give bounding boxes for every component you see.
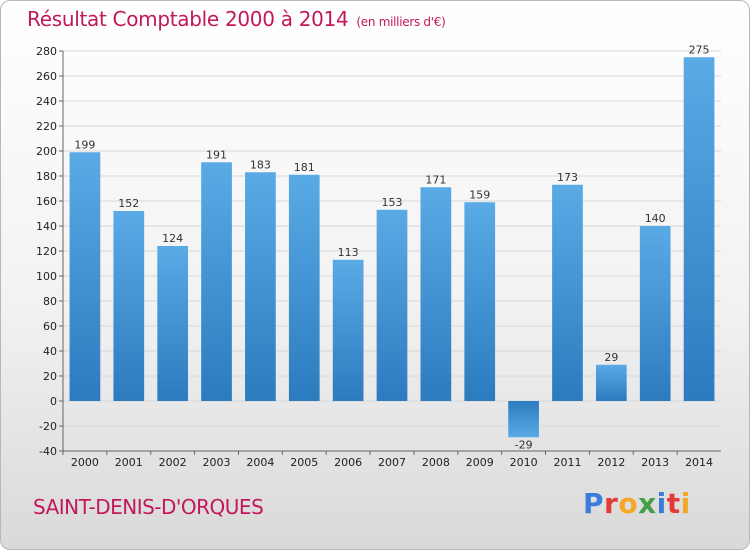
bar [376,209,408,401]
y-tick-label: 140 [36,220,57,233]
x-tick-label: 2004 [246,456,274,469]
y-tick-label: 80 [43,295,57,308]
logo-letter: i [656,487,667,520]
logo-letter: r [604,487,619,520]
value-label: 113 [338,246,359,259]
chart-title-text: Résultat Comptable 2000 à 2014 [27,7,349,31]
logo-letter: o [618,487,639,520]
bar [683,57,715,401]
x-tick-label: 2008 [422,456,450,469]
logo-letter: i [680,487,691,520]
value-label: 140 [645,212,666,225]
bar [508,401,539,438]
y-tick-label: 200 [36,145,57,158]
value-label: 191 [206,148,227,161]
value-labels: 199 152 124 191 183 181 113 153 171 159 -29 173 29 14… [74,43,709,451]
commune-name: SAINT-DENIS-D'ORQUES [33,495,264,519]
x-tick-label: 2000 [71,456,99,469]
chart-title: Résultat Comptable 2000 à 2014 (en millie… [27,7,446,31]
value-label: 183 [250,158,271,171]
bar [245,172,276,401]
bar [332,259,364,401]
x-tick-label: 2001 [115,456,143,469]
y-tick-label: 240 [36,95,57,108]
proxiti-logo[interactable]: Proxiti [583,487,691,520]
logo-letter: x [638,487,657,520]
y-tick-label: 220 [36,120,57,133]
x-tick-label: 2010 [510,456,538,469]
value-label: 124 [162,232,183,245]
logo-letter: t [666,487,681,520]
value-label: 152 [118,197,139,210]
y-tick-label: 260 [36,70,57,83]
logo-letter: P [583,487,605,520]
chart-subtitle: (en milliers d'€) [356,15,446,29]
y-tick-label: 160 [36,195,57,208]
y-tick-label: 60 [43,320,57,333]
y-tick-label: 20 [43,370,57,383]
y-tick-label: 0 [50,395,57,408]
x-tick-label: 2013 [641,456,669,469]
bar [69,152,101,401]
bar [595,364,627,401]
y-tick-label: 100 [36,270,57,283]
bars [69,57,715,438]
bar [639,226,671,401]
y-tick-label: 180 [36,170,57,183]
value-label: 171 [425,173,446,186]
value-label: 181 [294,161,315,174]
y-tick-label: 40 [43,345,57,358]
x-tick-label: 2002 [159,456,187,469]
bar [420,187,452,401]
bar [552,184,583,401]
value-label: 199 [74,138,95,151]
value-label: 173 [557,171,578,184]
y-tick-label: -40 [39,445,57,458]
x-tick-label: 2011 [553,456,581,469]
axes: -40 -20 0 20 40 60 80 100 120 140 160 180 200 220 240 2… [36,45,721,469]
x-tick-label: 2009 [466,456,494,469]
x-tick-label: 2007 [378,456,406,469]
y-tick-label: -20 [39,420,57,433]
bar [157,246,189,401]
x-tick-label: 2014 [685,456,713,469]
bar [113,211,145,401]
value-label: 29 [604,351,618,364]
x-tick-label: 2003 [203,456,231,469]
bar [464,202,496,401]
bar [288,174,320,401]
bar [201,162,232,401]
x-tick-label: 2005 [290,456,318,469]
value-label: 153 [382,196,403,209]
x-tick-label: 2012 [597,456,625,469]
value-label: -29 [515,438,533,451]
value-label: 275 [689,43,710,56]
x-tick-label: 2006 [334,456,362,469]
y-tick-label: 120 [36,245,57,258]
y-tick-label: 280 [36,45,57,58]
value-label: 159 [469,188,490,201]
